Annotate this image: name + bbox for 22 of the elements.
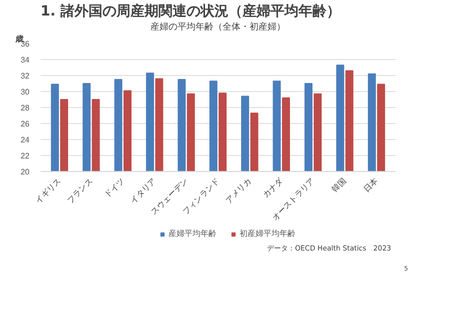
chart-title: 1. 諸外国の周産期関連の状況（産婦平均年齢）: [40, 2, 340, 20]
x-tick-label: カナダ: [261, 176, 286, 200]
y-tick-label: 32: [20, 72, 30, 80]
x-tick-label: ドイツ: [102, 176, 126, 200]
legend-label: 初産婦平均年齢: [240, 228, 296, 239]
x-tick-label: フランス: [65, 176, 94, 206]
legend-label: 産婦平均年齢: [168, 228, 216, 239]
chart-subtitle: 産婦の平均年齢（全体・初産婦）: [150, 22, 286, 32]
y-tick-label: 20: [20, 168, 30, 176]
y-tick-label: 30: [20, 88, 30, 96]
y-axis-title: 歳: [14, 34, 24, 44]
x-tick-label: 日本: [362, 176, 380, 194]
y-tick-label: 36: [20, 40, 30, 48]
y-tick-label: 28: [20, 104, 30, 112]
x-tick-label: アメリカ: [224, 176, 253, 206]
y-tick-label: 34: [20, 56, 30, 64]
y-tick-label: 26: [20, 120, 30, 128]
x-tick-label: イタリア: [128, 176, 158, 206]
y-tick-label: 24: [20, 136, 30, 144]
y-tick-label: 22: [20, 152, 30, 160]
x-tick-label: 韓国: [330, 176, 348, 194]
x-tick-label: イギリス: [34, 176, 63, 206]
